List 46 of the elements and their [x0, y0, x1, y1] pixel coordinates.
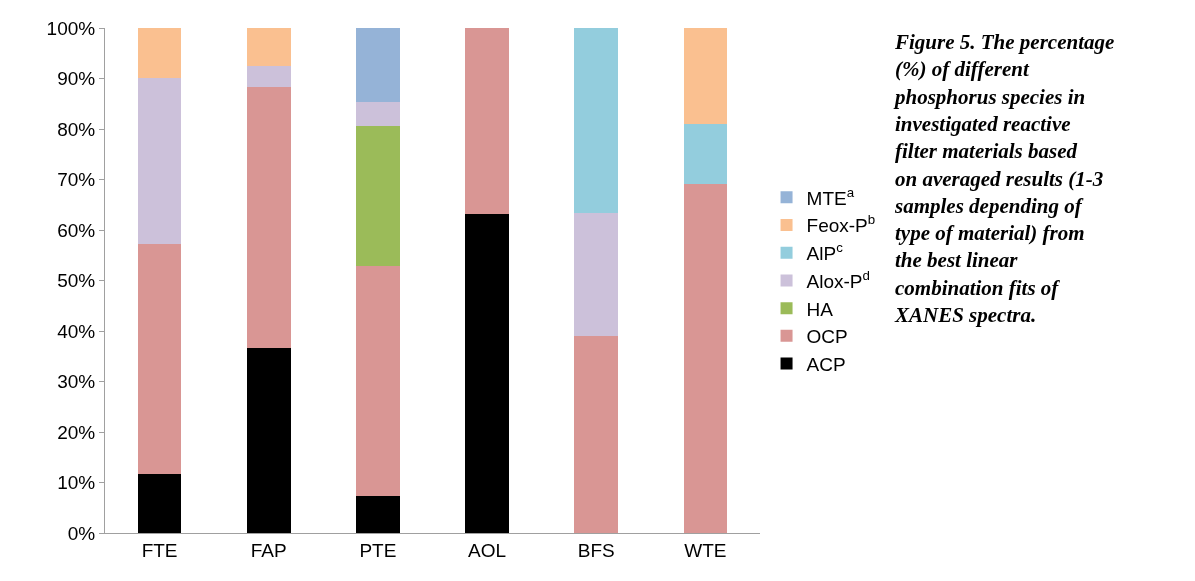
- legend-label: HA: [806, 298, 834, 320]
- bar: [246, 66, 291, 88]
- bar: [137, 28, 182, 78]
- y-tick-label: 40%: [57, 320, 96, 342]
- bar: [356, 495, 400, 533]
- x-tick-label: WTE: [684, 539, 727, 561]
- y-tick-label: 70%: [57, 169, 96, 191]
- legend-label: ACP: [806, 353, 846, 375]
- bar: [574, 28, 619, 213]
- y-tick-label: 60%: [57, 219, 96, 241]
- bar: [683, 184, 728, 533]
- y-tick-label: 20%: [57, 421, 96, 443]
- bar: [246, 28, 291, 67]
- legend-label: MTE$^{a}$: [806, 184, 855, 209]
- bar: [683, 124, 728, 185]
- bar: [137, 473, 182, 533]
- y-tick-label: 90%: [57, 68, 96, 90]
- y-tick-label: 30%: [57, 371, 96, 393]
- y-tick-label: 80%: [57, 118, 96, 140]
- x-tick-label: FAP: [250, 539, 287, 561]
- x-tick-label: AOL: [468, 539, 507, 561]
- y-tick-label: 50%: [57, 270, 96, 292]
- legend-label: OCP: [806, 326, 848, 348]
- y-tick-label: 0%: [67, 522, 96, 544]
- bar: [137, 78, 182, 245]
- bar: [356, 125, 400, 266]
- x-tick-label: BFS: [577, 539, 615, 561]
- x-tick-label: PTE: [359, 539, 397, 561]
- bar: [574, 336, 619, 533]
- bar: [465, 28, 509, 214]
- bar: [683, 28, 728, 125]
- bar: [356, 265, 400, 496]
- bar: [356, 101, 400, 126]
- y-tick-label: 10%: [57, 472, 96, 494]
- legend-label: AlP$^{c}$: [806, 240, 844, 265]
- bar: [465, 213, 509, 533]
- bar: [574, 212, 619, 337]
- bar: [356, 28, 400, 102]
- legend-label: Alox-P$^{d}$: [806, 267, 870, 292]
- bar: [246, 347, 291, 533]
- legend-label: Feox-P$^{b}$: [806, 212, 876, 237]
- text: Figure 5. The percentage (%) of different phosphorus species in investigated reactive filter materials based on averaged results (1-3 samples depending of type of material) from the best linear combination fits of XANES spectra.: [895, 30, 1115, 327]
- y-tick-label: 100%: [46, 17, 96, 39]
- bar: [246, 87, 291, 348]
- x-tick-label: FTE: [141, 539, 178, 561]
- bar: [137, 244, 182, 474]
